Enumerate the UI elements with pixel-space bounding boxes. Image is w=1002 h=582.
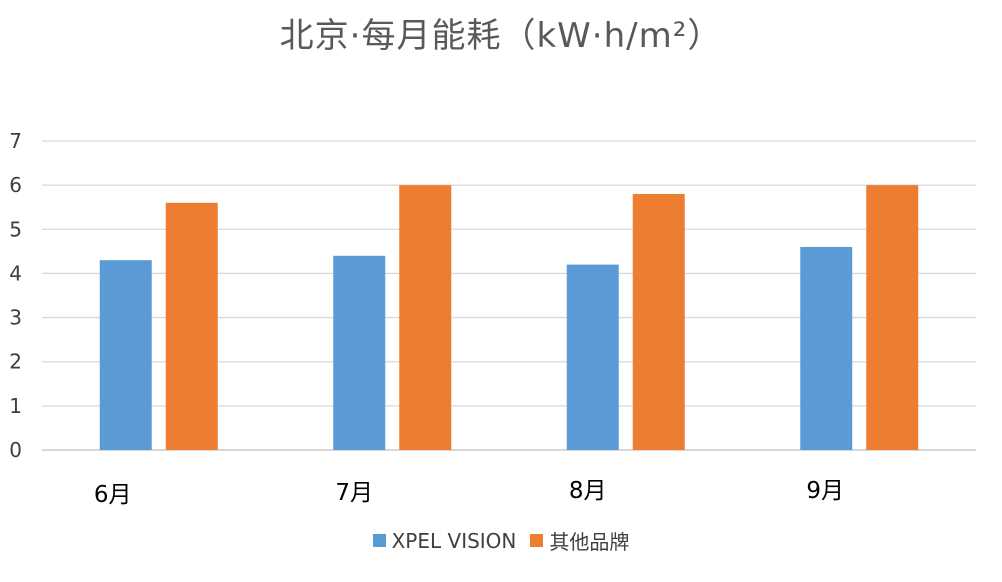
bars bbox=[99, 185, 919, 450]
y-tick-label: 2 bbox=[9, 350, 22, 374]
bar-series-2-cat-2 bbox=[399, 185, 452, 450]
legend-swatch-series-1 bbox=[372, 534, 386, 547]
y-tick-label: 4 bbox=[9, 261, 22, 285]
y-tick-label: 5 bbox=[9, 217, 22, 241]
bar-series-1-cat-3 bbox=[566, 264, 619, 450]
bar-series-1-cat-4 bbox=[800, 246, 853, 450]
bar-series-2-cat-4 bbox=[866, 185, 919, 450]
y-tick-label: 1 bbox=[9, 394, 22, 418]
bar-series-2-cat-1 bbox=[165, 202, 218, 450]
y-tick-label: 0 bbox=[9, 438, 22, 462]
x-category-label: 8月 bbox=[569, 478, 607, 504]
bar-series-1-cat-2 bbox=[333, 255, 386, 450]
y-tick-label: 6 bbox=[9, 173, 22, 197]
legend-swatch-series-2 bbox=[530, 534, 544, 547]
bar-series-2-cat-3 bbox=[632, 193, 685, 450]
y-axis-ticks: 0 1 2 3 4 5 6 7 bbox=[9, 129, 22, 462]
x-axis-categories: 6月 7月 8月 9月 bbox=[94, 478, 844, 508]
legend: XPEL VISION 其他品牌 bbox=[0, 526, 1002, 555]
legend-label-series-1: XPEL VISION bbox=[391, 528, 517, 553]
y-tick-label: 3 bbox=[9, 306, 22, 330]
chart-title: 北京·每月能耗（kW·h/m²） bbox=[279, 16, 723, 56]
x-category-label: 9月 bbox=[806, 478, 844, 504]
y-tick-label: 7 bbox=[9, 129, 22, 153]
legend-label-series-2: 其他品牌 bbox=[549, 530, 630, 554]
x-category-label: 6月 bbox=[94, 482, 132, 508]
bar-series-1-cat-1 bbox=[99, 260, 152, 450]
x-category-label: 7月 bbox=[335, 480, 373, 506]
legend-item-series-1: XPEL VISION bbox=[372, 528, 517, 553]
legend-item-series-2: 其他品牌 bbox=[530, 526, 629, 555]
